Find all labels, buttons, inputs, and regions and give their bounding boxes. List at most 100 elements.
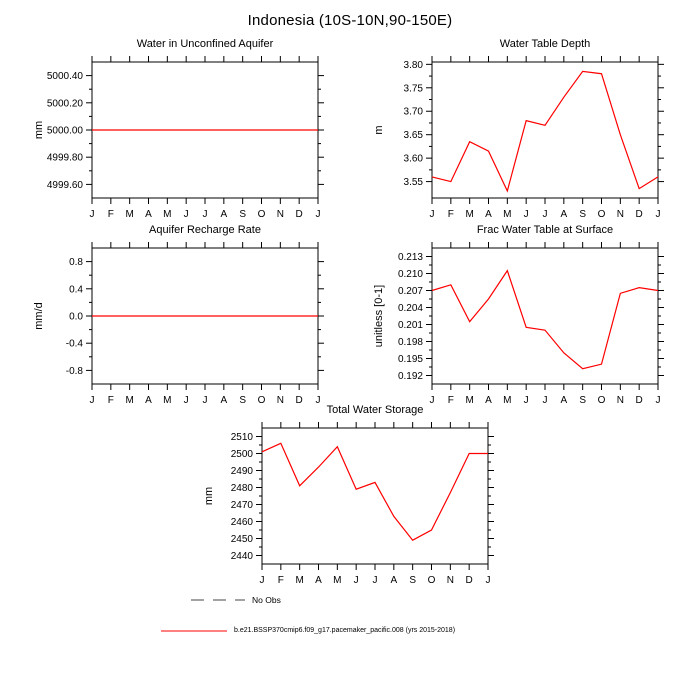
y-tick-label: 0.4 — [69, 284, 83, 295]
x-tick-label: J — [316, 209, 321, 220]
page-title: Indonesia (10S-10N,90-150E) — [247, 12, 453, 29]
chart-title: Water Table Depth — [499, 38, 591, 50]
y-tick-label: 3.70 — [404, 107, 424, 118]
y-tick-label: 3.55 — [404, 177, 424, 188]
y-tick-label: 0.195 — [398, 354, 423, 365]
x-tick-label: D — [466, 575, 473, 586]
x-tick-label: F — [108, 209, 114, 220]
x-tick-label: F — [108, 395, 114, 406]
x-tick-label: N — [277, 209, 284, 220]
x-tick-label: A — [485, 209, 492, 220]
plot-area: 3.553.603.653.703.753.80J F M A M J J A S O N D J — [404, 56, 664, 220]
x-tick-label: M — [163, 209, 171, 220]
y-tick-label: 3.75 — [404, 83, 424, 94]
x-tick-label: J — [373, 575, 378, 586]
chart-title: Total Water Storage — [326, 404, 424, 416]
x-tick-label: M — [465, 209, 473, 220]
y-tick-label: 2440 — [231, 551, 254, 562]
x-tick-label: J — [430, 395, 435, 406]
y-tick-label: 0.201 — [398, 320, 423, 331]
x-tick-label: F — [448, 395, 454, 406]
x-tick-label: J — [184, 395, 189, 406]
x-tick-label: J — [543, 209, 548, 220]
x-tick-label: M — [295, 575, 303, 586]
chart-title: Frac Water Table at Surface — [476, 224, 614, 236]
y-tick-label: 2470 — [231, 500, 254, 511]
plot-area: -0.8-0.40.00.40.8J F M A M J J A S O N D J — [66, 242, 324, 406]
y-tick-label: 2460 — [231, 517, 254, 528]
x-tick-label: F — [278, 575, 284, 586]
x-tick-label: N — [617, 395, 624, 406]
x-tick-label: M — [503, 209, 511, 220]
x-tick-label: S — [409, 575, 416, 586]
y-tick-label: 0.210 — [398, 269, 423, 280]
x-tick-label: M — [503, 395, 511, 406]
chart-total-water-storage: Total Water Storage mm 2440 2450 2460 2470 2… — [192, 404, 502, 604]
x-tick-label: J — [524, 395, 529, 406]
x-tick-label: A — [315, 575, 322, 586]
x-tick-label: J — [486, 575, 491, 586]
plot-frame — [261, 427, 489, 565]
x-tick-label: M — [125, 395, 133, 406]
x-tick-label: J — [203, 209, 208, 220]
no-obs-dashed-line-sample — [191, 599, 245, 601]
y-tick-label: 2490 — [231, 466, 254, 477]
x-tick-label: S — [239, 209, 246, 220]
x-tick-label: O — [258, 395, 266, 406]
x-tick-label: J — [656, 209, 661, 220]
data-line — [431, 70, 659, 193]
x-tick-label: O — [428, 575, 436, 586]
x-tick-label: S — [579, 209, 586, 220]
y-tick-label: 3.65 — [404, 130, 424, 141]
y-tick-label: 0.204 — [398, 303, 423, 314]
x-tick-label: J — [430, 209, 435, 220]
x-tick-label: J — [524, 209, 529, 220]
y-tick-label: 2450 — [231, 534, 254, 545]
y-tick-label: -0.4 — [66, 339, 84, 350]
chart-water-table-depth: Water Table Depth m 3.55 3.60 3.65 3.70 3.75… — [362, 38, 672, 238]
y-tick-label: -0.8 — [66, 366, 84, 377]
x-tick-label: J — [656, 395, 661, 406]
x-tick-label: D — [636, 395, 643, 406]
x-tick-label: D — [296, 395, 303, 406]
x-tick-label: A — [145, 395, 152, 406]
model-label: b.e21.BSSP370cmip6.f09_g17.pacemaker_pac… — [234, 627, 456, 634]
x-tick-label: A — [560, 209, 567, 220]
x-tick-label: J — [90, 395, 95, 406]
x-tick-label: O — [598, 209, 606, 220]
chart-frac-water-table-at-surface: Frac Water Table at Surface unitless [0-… — [362, 224, 672, 424]
x-tick-label: M — [163, 395, 171, 406]
x-tick-label: M — [465, 395, 473, 406]
x-tick-label: J — [260, 575, 265, 586]
data-line — [431, 269, 659, 370]
y-tick-label: 0.198 — [398, 337, 423, 348]
y-tick-label: 3.60 — [404, 154, 424, 165]
x-tick-label: N — [447, 575, 454, 586]
y-tick-label: 0.192 — [398, 371, 423, 382]
chart-title: Aquifer Recharge Rate — [149, 224, 261, 236]
x-tick-label: A — [220, 209, 227, 220]
data-line — [261, 442, 488, 541]
chart-title: Water in Unconfined Aquifer — [136, 38, 274, 50]
y-tick-label: 0.213 — [398, 252, 423, 263]
plot-area: 0.192 0.195 0.198 0.201 0.204 0.207 0.210 0.213… — [398, 242, 664, 406]
legend-no-obs: No Obs — [190, 595, 281, 605]
x-tick-label: J — [354, 575, 359, 586]
x-tick-label: F — [448, 209, 454, 220]
model-line-sample — [161, 630, 227, 631]
x-tick-label: M — [333, 575, 341, 586]
x-tick-label: J — [184, 209, 189, 220]
plot-frame — [431, 61, 659, 199]
y-tick-label: 2500 — [231, 449, 254, 460]
y-tick-label: 5000.00 — [47, 126, 84, 137]
x-tick-label: A — [220, 395, 227, 406]
y-tick-label: 0.8 — [69, 257, 83, 268]
x-tick-label: S — [239, 395, 246, 406]
no-obs-label: No Obs — [252, 595, 281, 605]
x-tick-label: A — [560, 395, 567, 406]
legend-model: b.e21.BSSP370cmip6.f09_g17.pacemaker_pac… — [160, 627, 455, 634]
x-tick-label: M — [125, 209, 133, 220]
y-tick-label: 2510 — [231, 432, 254, 443]
chart-aquifer-recharge-rate: Aquifer Recharge Rate mm/d -0.8 -0.4 0.0 0.… — [22, 224, 332, 424]
